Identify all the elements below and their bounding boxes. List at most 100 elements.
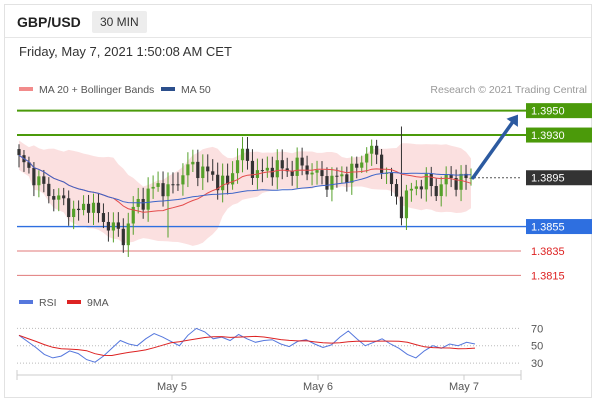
candle-body xyxy=(370,145,374,154)
candle-body xyxy=(186,164,190,176)
candle-body xyxy=(404,190,409,219)
candle-body xyxy=(275,160,279,178)
candle-body xyxy=(27,162,31,168)
credit-label: Research © 2021 Trading Central xyxy=(430,84,587,96)
candle-body xyxy=(399,196,404,219)
candle-body xyxy=(449,174,453,179)
candle-body xyxy=(330,175,334,190)
candle-body xyxy=(77,208,81,211)
rsi-legend: RSI 9MA xyxy=(19,297,109,309)
candle-body xyxy=(230,173,235,185)
candle-body xyxy=(235,160,240,174)
candle-body xyxy=(216,174,220,191)
candle-body xyxy=(226,175,230,185)
ma50-legend-swatch xyxy=(161,87,175,91)
candle-body xyxy=(161,183,165,197)
candle-body xyxy=(106,221,111,231)
rsi-legend-label: RSI xyxy=(39,297,57,309)
rsi-legend-swatch xyxy=(19,300,33,304)
candle-body xyxy=(394,184,399,197)
candle-body xyxy=(389,172,394,185)
candle-body xyxy=(72,208,76,218)
candle-body xyxy=(375,145,379,155)
candle-body xyxy=(52,196,56,200)
candle-body xyxy=(17,149,21,156)
candle-body xyxy=(355,163,359,168)
candle-body xyxy=(131,206,135,224)
rsi-tick-70: 70 xyxy=(531,323,543,335)
candle-body xyxy=(47,183,51,197)
candle-body xyxy=(62,195,66,199)
x-axis: May 5 May 6 May 7 xyxy=(16,370,522,393)
symbol-title: GBP/USD xyxy=(17,14,81,30)
level-label-1.3930: 1.3930 xyxy=(531,130,565,142)
candle-body xyxy=(379,154,384,173)
candle-body xyxy=(469,177,473,179)
ma50-line xyxy=(18,154,471,204)
candle-body xyxy=(37,176,41,186)
candle-body xyxy=(81,203,86,211)
candle-body xyxy=(245,148,250,161)
candle-body xyxy=(211,171,215,175)
candle-body xyxy=(310,172,314,175)
price-levels xyxy=(17,109,590,276)
candle-body xyxy=(290,171,294,176)
price-level-labels: 1.3950 1.3930 1.3895 1.3855 1.3835 1.3815 xyxy=(526,103,592,282)
candle-body xyxy=(270,167,274,178)
projection-arrow-shaft xyxy=(471,121,514,180)
rsi-ma9-line xyxy=(18,334,476,357)
candle-body xyxy=(151,186,155,189)
rsi-grid: 70 50 30 xyxy=(17,323,543,370)
candle-body xyxy=(409,188,413,191)
candle-body xyxy=(439,184,443,197)
level-label-1.3815: 1.3815 xyxy=(531,270,565,282)
moving-averages xyxy=(18,154,472,213)
candle-body xyxy=(101,213,106,222)
candle-body xyxy=(285,168,289,172)
candle-body xyxy=(414,186,418,189)
candle-body xyxy=(91,202,96,213)
ma9-legend-label: 9MA xyxy=(87,297,109,309)
candle-body xyxy=(67,198,71,218)
candle-body xyxy=(221,175,225,191)
bollinger-band-area xyxy=(19,140,471,246)
candle-body xyxy=(335,175,339,177)
candle-body xyxy=(315,170,319,173)
candle-body xyxy=(300,157,304,166)
level-label-1.3855: 1.3855 xyxy=(531,222,565,234)
candle-body xyxy=(295,157,299,176)
candle-body xyxy=(146,188,150,210)
candle-body xyxy=(320,170,324,177)
candle-body xyxy=(365,153,369,163)
candle-body xyxy=(419,186,423,190)
candle-body xyxy=(96,202,101,214)
candle-body xyxy=(325,176,329,190)
candle-body xyxy=(126,223,130,246)
rsi-lines xyxy=(18,327,476,363)
rsi-tick-50: 50 xyxy=(531,341,543,353)
timeframe-button[interactable]: 30 MIN xyxy=(92,11,147,33)
candles xyxy=(17,126,473,257)
level-tag-1.3930 xyxy=(526,127,592,143)
level-tag-1.3855 xyxy=(526,219,592,235)
candle-body xyxy=(156,183,160,187)
candle-body xyxy=(240,148,245,161)
rsi-tick-30: 30 xyxy=(531,358,543,370)
candle-body xyxy=(350,163,354,183)
candle-body xyxy=(196,161,200,179)
candle-body xyxy=(280,160,284,169)
ma20-legend-swatch xyxy=(19,87,33,91)
candle-body xyxy=(459,173,463,190)
candle-body xyxy=(166,184,170,197)
candle-body xyxy=(434,186,438,197)
candle-body xyxy=(250,160,255,178)
candle-body xyxy=(116,222,120,229)
candle-body xyxy=(345,174,349,183)
level-label-1.3950: 1.3950 xyxy=(531,106,565,118)
candle-body xyxy=(32,167,36,186)
bollinger-bands xyxy=(19,140,471,246)
header-bar: GBP/USD 30 MIN xyxy=(5,5,591,38)
candle-body xyxy=(141,198,145,210)
candle-body xyxy=(424,174,428,190)
